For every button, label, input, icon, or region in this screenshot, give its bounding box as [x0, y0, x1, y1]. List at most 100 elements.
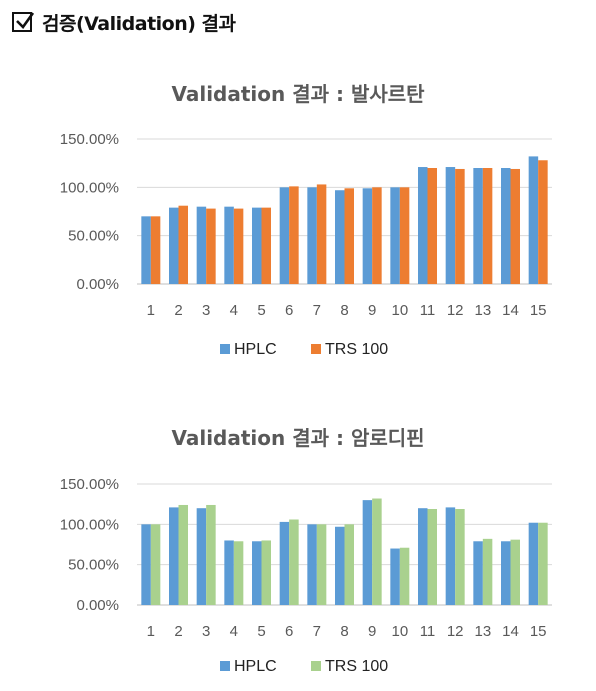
- x-tick-label: 14: [502, 302, 519, 319]
- legend-swatch: [220, 344, 230, 354]
- bar-hplc-8: [335, 526, 345, 605]
- bar-trs100-10: [399, 547, 410, 605]
- bar-trs100-15: [538, 160, 548, 284]
- x-tick-label: 7: [313, 302, 321, 319]
- bar-hplc-10: [390, 548, 400, 605]
- bar-trs100-5: [261, 540, 271, 605]
- bar-trs100-12: [455, 509, 465, 605]
- x-tick-label: 10: [391, 302, 408, 319]
- y-tick-label: 50.00%: [68, 228, 119, 245]
- x-tick-label: 2: [174, 623, 182, 640]
- bar-hplc-1: [141, 524, 151, 605]
- bar-hplc-14: [501, 168, 511, 284]
- x-tick-label: 15: [530, 302, 547, 319]
- legend-swatch: [220, 661, 230, 671]
- bar-trs100-6: [289, 519, 299, 605]
- bar-trs100-13: [482, 538, 493, 605]
- chart-amlodipine: Validation 결과 : 암로디핀 150.00% 100.00% 5 0.00%…: [60, 426, 552, 675]
- bar-trs100-8: [344, 524, 354, 605]
- x-tick-label: 6: [285, 302, 293, 319]
- bar-trs100-14: [510, 539, 520, 605]
- legend-label: TRS 100: [325, 658, 388, 675]
- bar-hplc-3: [196, 206, 207, 284]
- bar-trs100-7: [316, 184, 327, 284]
- bar-hplc-4: [224, 540, 234, 605]
- chart-valsartan: Validation 결과 : 발사르탄150.00%100.00%50.00%…: [60, 82, 552, 358]
- x-tick-label: 11: [420, 623, 436, 640]
- bar-trs100-11: [427, 509, 437, 605]
- x-tick-label: 12: [447, 302, 464, 319]
- chart-title: Validation 결과 : 발사르탄: [171, 82, 425, 106]
- x-tick-label: 13: [474, 623, 491, 640]
- legend-label: HPLC: [234, 341, 277, 358]
- bar-hplc-8: [335, 190, 345, 284]
- bar-trs100-3: [206, 504, 216, 605]
- y-tick-label: 0.00%: [76, 597, 119, 614]
- x-tick-label: 6: [285, 623, 293, 640]
- bar-hplc-12: [445, 167, 456, 284]
- bar-hplc-3: [196, 508, 207, 605]
- x-tick-label: 10: [391, 623, 408, 640]
- bar-trs100-4: [233, 541, 244, 605]
- bar-hplc-14: [501, 541, 511, 605]
- x-tick-label: 4: [230, 623, 238, 640]
- bar-trs100-7: [316, 524, 327, 605]
- bar-hplc-1: [141, 216, 151, 284]
- legend-label: TRS 100: [325, 341, 388, 358]
- y-tick-label: 0.00%: [76, 276, 119, 293]
- x-tick-label: 5: [257, 623, 265, 640]
- x-tick-label: 3: [202, 302, 210, 319]
- bar-trs100-1: [150, 216, 161, 284]
- bar-trs100-8: [344, 188, 354, 284]
- x-tick-label: 7: [313, 623, 321, 640]
- bar-trs100-1: [150, 524, 161, 605]
- heading-text: 검증(Validation) 결과: [42, 12, 236, 35]
- legend-swatch: [311, 661, 321, 671]
- legend-label: HPLC: [234, 658, 277, 675]
- bar-hplc-5: [252, 541, 262, 605]
- bar-hplc-2: [169, 207, 179, 284]
- x-tick-label: 1: [147, 623, 155, 640]
- bar-hplc-11: [418, 167, 428, 284]
- bar-trs100-15: [538, 522, 548, 605]
- x-tick-label: 14: [502, 623, 519, 640]
- x-tick-label: 4: [230, 302, 238, 319]
- bar-hplc-9: [362, 188, 373, 284]
- bar-hplc-13: [473, 168, 483, 284]
- x-tick-label: 3: [202, 623, 210, 640]
- bar-trs100-6: [289, 186, 299, 284]
- bar-trs100-14: [510, 168, 520, 284]
- bar-hplc-5: [252, 207, 262, 284]
- y-tick-label: 150.00%: [60, 131, 119, 148]
- bar-trs100-13: [482, 168, 493, 284]
- x-tick-label: 12: [447, 623, 464, 640]
- bar-hplc-10: [390, 187, 400, 284]
- bar-hplc-15: [528, 156, 539, 284]
- y-tick-label: 100.00%: [60, 179, 119, 196]
- bar-hplc-7: [307, 524, 317, 605]
- bar-hplc-15: [528, 522, 539, 605]
- x-tick-label: 5: [257, 302, 265, 319]
- legend-swatch: [311, 344, 321, 354]
- x-tick-label: 11: [420, 302, 436, 319]
- bar-trs100-9: [372, 187, 382, 284]
- bar-hplc-11: [418, 508, 428, 605]
- x-tick-label: 8: [340, 302, 348, 319]
- bar-hplc-9: [362, 500, 373, 605]
- bar-trs100-4: [233, 208, 244, 284]
- bar-hplc-13: [473, 541, 483, 605]
- x-tick-label: 1: [147, 302, 155, 319]
- checkbox-checked-icon: [12, 12, 35, 32]
- bar-hplc-6: [279, 187, 290, 284]
- bar-hplc-12: [445, 507, 456, 605]
- section-heading: 검증(Validation) 결과: [12, 6, 236, 38]
- bar-hplc-4: [224, 206, 234, 284]
- chart-title: Validation 결과 : 암로디핀: [171, 426, 424, 450]
- x-tick-label: 15: [530, 623, 547, 640]
- x-tick-label: 9: [368, 302, 376, 319]
- y-tick-label: 100.00%: [60, 516, 119, 533]
- y-tick-label: 150.00%: [60, 476, 119, 493]
- bar-trs100-9: [372, 498, 382, 605]
- bar-hplc-7: [307, 187, 317, 284]
- bar-trs100-11: [427, 168, 437, 284]
